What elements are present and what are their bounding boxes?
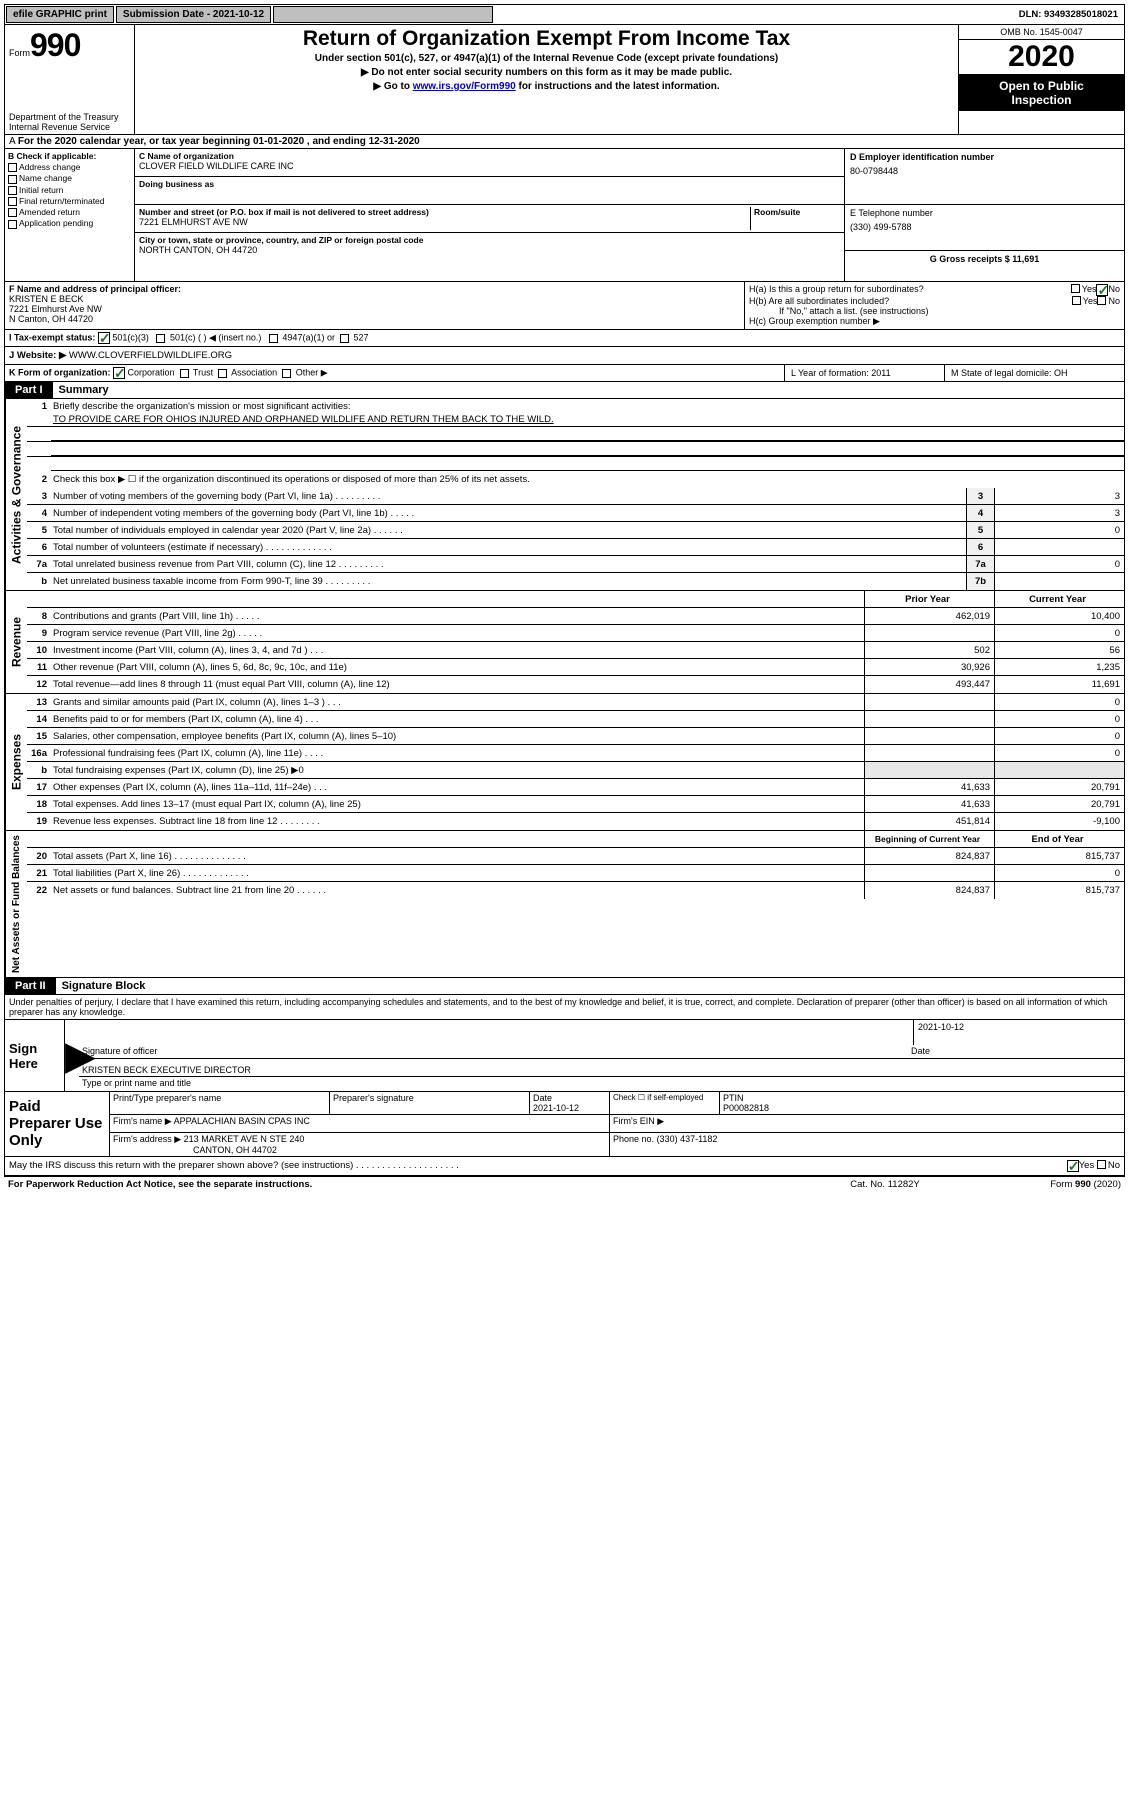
ptin: P00082818 — [723, 1103, 769, 1113]
mission-text: TO PROVIDE CARE FOR OHIOS INJURED AND OR… — [51, 413, 1124, 426]
chk-amended: Amended return — [8, 207, 131, 217]
revenue-section: Revenue Prior YearCurrent Year 8Contribu… — [4, 591, 1125, 694]
line-12: 12Total revenue—add lines 8 through 11 (… — [27, 676, 1124, 693]
top-bar: efile GRAPHIC print Submission Date - 20… — [4, 4, 1125, 25]
officer-name-title: KRISTEN BECK EXECUTIVE DIRECTOR — [79, 1059, 1124, 1077]
chk-pending: Application pending — [8, 218, 131, 228]
dept: Department of the Treasury Internal Reve… — [9, 112, 130, 132]
info-grid: B Check if applicable: Address change Na… — [4, 149, 1125, 282]
line-22: 22Net assets or fund balances. Subtract … — [27, 882, 1124, 899]
phone: (330) 499-5788 — [850, 222, 1119, 232]
form990-link[interactable]: www.irs.gov/Form990 — [413, 81, 516, 92]
prep-date: 2021-10-12 — [533, 1103, 579, 1113]
line-b: bTotal fundraising expenses (Part IX, co… — [27, 762, 1124, 779]
activities-section: Activities & Governance 1Briefly describ… — [4, 399, 1125, 591]
discuss-row: May the IRS discuss this return with the… — [4, 1157, 1125, 1176]
ein: 80-0798448 — [850, 166, 1119, 176]
line-13: 13Grants and similar amounts paid (Part … — [27, 694, 1124, 711]
net-section: Net Assets or Fund Balances Beginning of… — [4, 831, 1125, 978]
website: WWW.CLOVERFIELDWILDLIFE.ORG — [66, 350, 232, 361]
form-label: Form — [9, 48, 30, 58]
blank-btn — [273, 6, 493, 23]
part2-header: Part IISignature Block — [4, 978, 1125, 995]
line-3: 3Number of voting members of the governi… — [27, 488, 1124, 505]
line-7a: 7aTotal unrelated business revenue from … — [27, 556, 1124, 573]
officer-name: KRISTEN E BECK — [9, 294, 740, 304]
line-20: 20Total assets (Part X, line 16) . . . .… — [27, 848, 1124, 865]
line-4: 4Number of independent voting members of… — [27, 505, 1124, 522]
discuss-yes — [1067, 1160, 1079, 1172]
chk-name: Name change — [8, 173, 131, 183]
chk-final: Final return/terminated — [8, 196, 131, 206]
expenses-section: Expenses 13Grants and similar amounts pa… — [4, 694, 1125, 831]
submission-btn[interactable]: Submission Date - 2021-10-12 — [116, 6, 271, 23]
corp-checked — [113, 367, 125, 379]
line-9: 9Program service revenue (Part VIII, lin… — [27, 625, 1124, 642]
chk-address: Address change — [8, 162, 131, 172]
line-11: 11Other revenue (Part VIII, column (A), … — [27, 659, 1124, 676]
chk-initial: Initial return — [8, 185, 131, 195]
instr1: ▶ Do not enter social security numbers o… — [141, 67, 952, 78]
side-net: Net Assets or Fund Balances — [5, 831, 27, 977]
year: 2020 — [959, 40, 1124, 75]
j-row: J Website: ▶ WWW.CLOVERFIELDWILDLIFE.ORG — [4, 347, 1125, 365]
line-19: 19Revenue less expenses. Subtract line 1… — [27, 813, 1124, 830]
line-8: 8Contributions and grants (Part VIII, li… — [27, 608, 1124, 625]
section-f: F Name and address of principal officer:… — [5, 282, 744, 329]
side-expenses: Expenses — [5, 694, 27, 830]
fgh-row: F Name and address of principal officer:… — [4, 282, 1125, 330]
line-5: 5Total number of individuals employed in… — [27, 522, 1124, 539]
line-b: bNet unrelated business taxable income f… — [27, 573, 1124, 590]
line-15: 15Salaries, other compensation, employee… — [27, 728, 1124, 745]
paid-preparer-block: Paid Preparer Use Only Print/Type prepar… — [4, 1092, 1125, 1157]
year-formation: L Year of formation: 2011 — [784, 365, 944, 381]
klm-row: K Form of organization: Corporation Trus… — [4, 365, 1125, 382]
subtitle: Under section 501(c), 527, or 4947(a)(1)… — [141, 53, 952, 64]
header-left: Form990 Department of the Treasury Inter… — [5, 25, 135, 134]
section-h: H(a) Is this a group return for subordin… — [744, 282, 1124, 329]
side-revenue: Revenue — [5, 591, 27, 693]
part1-header: Part ISummary — [4, 382, 1125, 399]
org-name: CLOVER FIELD WILDLIFE CARE INC — [139, 161, 840, 171]
footer: For Paperwork Reduction Act Notice, see … — [4, 1176, 1125, 1192]
line-21: 21Total liabilities (Part X, line 26) . … — [27, 865, 1124, 882]
gross-receipts: G Gross receipts $ 11,691 — [845, 251, 1124, 281]
i-row: I Tax-exempt status: 501(c)(3) 501(c) ( … — [4, 330, 1125, 347]
section-de: D Employer identification number80-07984… — [844, 149, 1124, 281]
line-14: 14Benefits paid to or for members (Part … — [27, 711, 1124, 728]
state-domicile: M State of legal domicile: OH — [944, 365, 1124, 381]
omb: OMB No. 1545-0047 — [959, 25, 1124, 40]
firm-phone: (330) 437-1182 — [657, 1134, 718, 1144]
org-address: 7221 ELMHURST AVE NW — [139, 217, 750, 227]
firm-addr: 213 MARKET AVE N STE 240 — [184, 1134, 305, 1144]
501c3-checked — [98, 332, 110, 344]
penalty-text: Under penalties of perjury, I declare th… — [4, 995, 1125, 1020]
tax-year: A For the 2020 calendar year, or tax yea… — [4, 135, 1125, 149]
firm-name: APPALACHIAN BASIN CPAS INC — [174, 1116, 310, 1126]
sig-date: 2021-10-12 — [914, 1020, 1124, 1045]
sign-here-block: Sign Here ▶ 2021-10-12 Signature of offi… — [4, 1020, 1125, 1092]
org-city: NORTH CANTON, OH 44720 — [139, 245, 840, 255]
section-b: B Check if applicable: Address change Na… — [5, 149, 135, 281]
line-18: 18Total expenses. Add lines 13–17 (must … — [27, 796, 1124, 813]
line-10: 10Investment income (Part VIII, column (… — [27, 642, 1124, 659]
header-right: OMB No. 1545-0047 2020 Open to PublicIns… — [958, 25, 1124, 134]
line-17: 17Other expenses (Part IX, column (A), l… — [27, 779, 1124, 796]
open-public: Open to PublicInspection — [959, 75, 1124, 111]
dln: DLN: 93493285018021 — [1019, 9, 1124, 20]
line-6: 6Total number of volunteers (estimate if… — [27, 539, 1124, 556]
form-number: 990 — [30, 27, 80, 63]
efile-btn[interactable]: efile GRAPHIC print — [6, 6, 114, 23]
side-activities: Activities & Governance — [5, 399, 27, 590]
instr2: ▶ Go to www.irs.gov/Form990 for instruct… — [141, 81, 952, 92]
header-middle: Return of Organization Exempt From Incom… — [135, 25, 958, 134]
line-16a: 16aProfessional fundraising fees (Part I… — [27, 745, 1124, 762]
header: Form990 Department of the Treasury Inter… — [4, 25, 1125, 135]
title: Return of Organization Exempt From Incom… — [141, 27, 952, 51]
ha-no-checked — [1096, 284, 1108, 296]
section-c: C Name of organizationCLOVER FIELD WILDL… — [135, 149, 844, 281]
